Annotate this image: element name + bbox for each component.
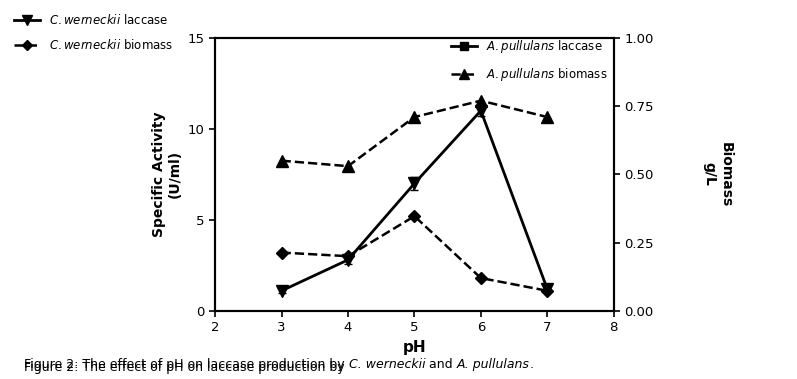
Text: Figure 2: The effect of pH on laccase production by: Figure 2: The effect of pH on laccase pr… (24, 359, 348, 371)
Y-axis label: Specific Activity
(U/ml): Specific Activity (U/ml) (152, 111, 183, 237)
Text: C. werneckii: C. werneckii (348, 359, 425, 371)
Y-axis label: Biomass
g/L: Biomass g/L (702, 142, 732, 207)
X-axis label: pH: pH (402, 340, 426, 355)
Legend: $\it{A. pullulans}$ laccase, $\it{A. pullulans}$ biomass: $\it{A. pullulans}$ laccase, $\it{A. pul… (451, 38, 608, 83)
Text: and: and (425, 359, 457, 371)
Text: A. pullulans: A. pullulans (457, 359, 530, 371)
Legend: $\it{C. werneckii}$ laccase, $\it{C. werneckii}$ biomass: $\it{C. werneckii}$ laccase, $\it{C. wer… (14, 14, 174, 52)
Text: Figure 2: The effect of pH on laccase production by: Figure 2: The effect of pH on laccase pr… (24, 362, 348, 374)
Text: .: . (530, 359, 534, 371)
